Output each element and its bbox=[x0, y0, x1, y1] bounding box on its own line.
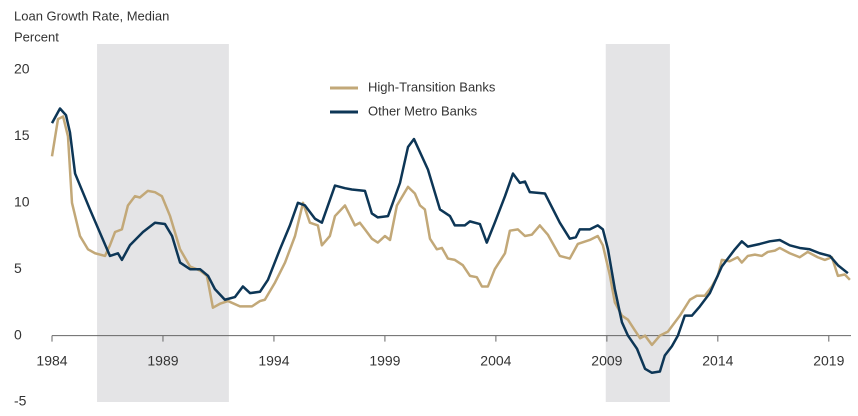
x-tick-label: 2019 bbox=[813, 352, 844, 368]
x-tick-label: 2009 bbox=[591, 352, 622, 368]
x-tick-label: 1984 bbox=[36, 352, 67, 368]
y-tick-label: 15 bbox=[14, 127, 30, 143]
y-tick-label: 0 bbox=[14, 326, 22, 342]
legend-label: High-Transition Banks bbox=[368, 79, 496, 94]
x-tick-label: 1994 bbox=[258, 352, 289, 368]
y-tick-label: 5 bbox=[14, 260, 22, 276]
x-tick-label: 2014 bbox=[702, 352, 733, 368]
chart-title: Loan Growth Rate, Median bbox=[14, 8, 169, 23]
series-line bbox=[50, 115, 851, 347]
series-line bbox=[50, 107, 849, 375]
x-tick-label: 2004 bbox=[480, 352, 511, 368]
x-tick-label: 1999 bbox=[369, 352, 400, 368]
y-tick-label: 20 bbox=[14, 61, 30, 77]
y-axis-label: Percent bbox=[14, 29, 59, 44]
x-tick-label: 1989 bbox=[147, 352, 178, 368]
y-tick-label: -5 bbox=[14, 393, 27, 409]
shaded-period bbox=[605, 44, 670, 402]
legend-label: Other Metro Banks bbox=[368, 103, 478, 118]
y-tick-label: 10 bbox=[14, 194, 30, 210]
